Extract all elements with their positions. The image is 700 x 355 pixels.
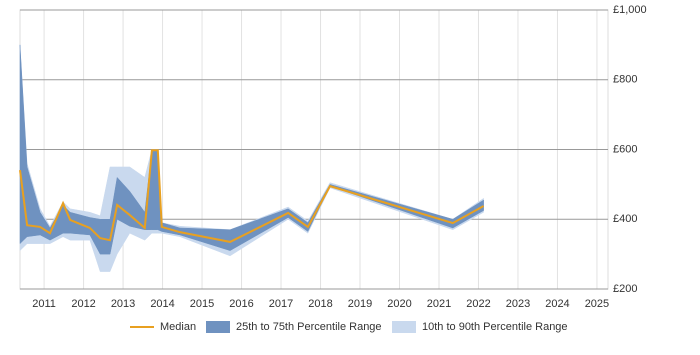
x-tick-label: 2012 (71, 298, 95, 310)
y-tick-label: £1,000 (613, 4, 647, 16)
x-tick-label: 2016 (229, 298, 253, 310)
legend-label: 10th to 90th Percentile Range (422, 321, 568, 333)
x-tick-label: 2021 (427, 298, 451, 310)
x-tick-label: 2020 (387, 298, 411, 310)
x-tick-label: 2017 (269, 298, 293, 310)
x-tick-label: 2019 (348, 298, 372, 310)
y-tick-label: £600 (613, 143, 637, 155)
x-tick-label: 2014 (150, 298, 174, 310)
x-tick-label: 2011 (32, 298, 56, 310)
x-tick-label: 2025 (585, 298, 609, 310)
y-tick-label: £800 (613, 74, 637, 86)
x-tick-label: 2018 (308, 298, 332, 310)
percentile-band (19, 44, 484, 255)
legend-label: Median (160, 321, 196, 333)
x-tick-label: 2015 (190, 298, 214, 310)
x-tick-label: 2023 (506, 298, 530, 310)
legend-swatch (392, 321, 416, 333)
x-tick-label: 2024 (545, 298, 569, 310)
median-line (19, 149, 485, 243)
x-tick-label: 2022 (466, 298, 490, 310)
legend-label: 25th to 75th Percentile Range (236, 321, 382, 333)
y-tick-label: £200 (613, 283, 637, 295)
legend-swatch (206, 321, 230, 333)
x-tick-label: 2013 (111, 298, 135, 310)
y-tick-label: £400 (613, 213, 637, 225)
